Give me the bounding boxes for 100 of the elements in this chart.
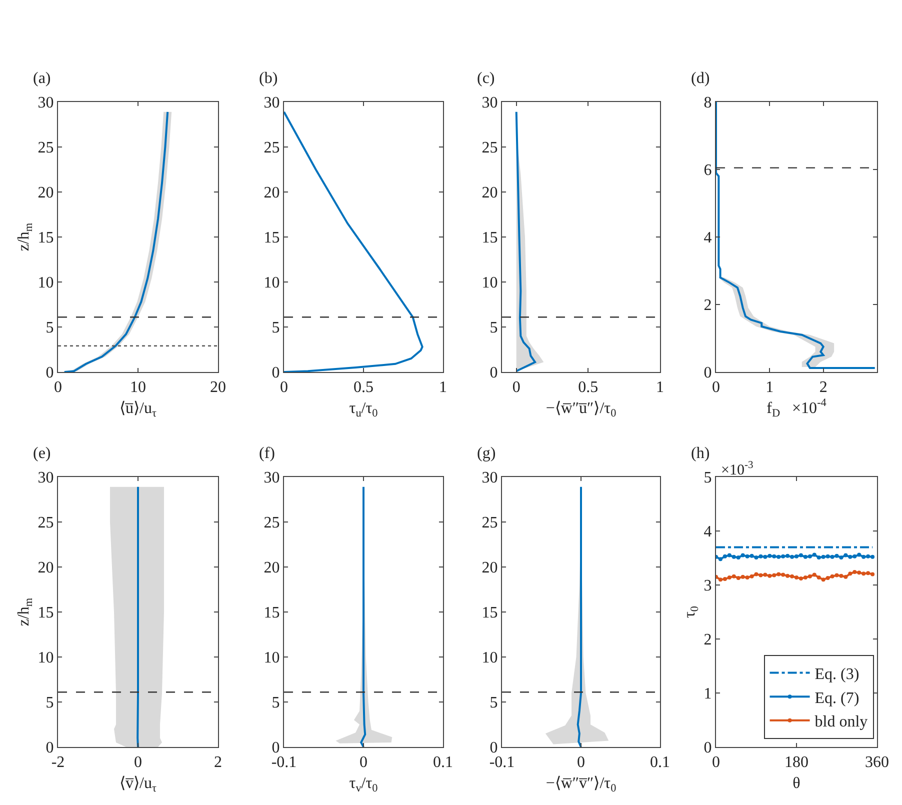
point <box>834 573 839 578</box>
point <box>722 554 727 558</box>
y-tick-label: 20 <box>264 560 280 577</box>
y-tick-label: 2 <box>704 632 712 649</box>
y-tick-label: 2 <box>704 297 712 314</box>
point <box>852 554 857 558</box>
line-series <box>716 102 876 369</box>
y-tick-label: 10 <box>38 650 54 667</box>
y-tick-label: 8 <box>704 94 712 112</box>
point <box>763 572 768 577</box>
point <box>866 571 870 576</box>
annotation: ×10$^{-3}$ <box>721 460 754 478</box>
point <box>763 554 768 559</box>
point <box>830 554 834 559</box>
chart-title: (c) <box>477 70 495 87</box>
point <box>745 554 750 558</box>
point <box>848 554 852 559</box>
point <box>718 578 722 582</box>
point <box>844 553 848 558</box>
point <box>776 572 781 576</box>
x-tick-label: 2 <box>819 379 828 396</box>
point <box>857 570 862 575</box>
y-tick-label: 5 <box>490 694 498 712</box>
point <box>718 557 722 562</box>
x-axis-title: f$_{D}$ ×10$^{-4}$ <box>766 397 827 420</box>
y-tick-label: 25 <box>264 140 280 157</box>
y-tick-label: 30 <box>264 94 280 112</box>
x-tick-label: 0.5 <box>354 379 374 396</box>
point <box>745 575 750 580</box>
y-tick-label: 0 <box>46 740 54 757</box>
x-tick-label: 0 <box>360 754 368 772</box>
point <box>772 573 776 578</box>
x-tick-label: 360 <box>865 754 889 772</box>
line-series <box>360 486 366 747</box>
y-tick-label: 10 <box>264 650 280 667</box>
point <box>722 577 727 582</box>
point <box>781 572 786 577</box>
point <box>776 554 781 559</box>
y-tick-label: 1 <box>704 686 712 703</box>
point <box>821 554 826 559</box>
x-tick-label: -0.1 <box>489 754 515 772</box>
line-series <box>515 110 536 372</box>
point <box>750 574 754 578</box>
y-tick-label: 6 <box>704 162 712 180</box>
point <box>794 554 798 558</box>
x-axis-title: τ$_{u}$/τ$_{0}$ <box>349 400 378 420</box>
y-tick-label: 0 <box>704 740 712 757</box>
y-tick-label: 30 <box>264 470 280 487</box>
x-tick-label: -0.1 <box>271 754 297 772</box>
x-axis-title: −⟨w̅″u̅″⟩/τ$_{0}$ <box>546 400 617 420</box>
legend-label: bld only <box>814 714 868 731</box>
point <box>794 575 798 580</box>
y-tick-label: 15 <box>38 604 54 622</box>
y-tick-label: 0 <box>272 364 280 382</box>
point <box>732 574 736 578</box>
y-tick-label: 5 <box>272 320 280 337</box>
y-tick-label: 5 <box>46 694 54 712</box>
y-tick-label: 5 <box>272 694 280 712</box>
y-tick-label: 15 <box>264 604 280 622</box>
y-tick-label: 15 <box>482 230 498 247</box>
point <box>736 576 740 580</box>
line-series <box>576 486 582 747</box>
point <box>740 574 745 579</box>
x-tick-label: 180 <box>784 754 808 772</box>
chart-title: (b) <box>259 70 278 87</box>
point <box>798 576 803 581</box>
y-tick-label: 20 <box>264 184 280 202</box>
point <box>812 552 816 557</box>
chart-title: (e) <box>33 445 51 462</box>
x-tick-label: 0 <box>134 754 142 772</box>
point <box>857 552 862 557</box>
x-tick-label: 0 <box>512 379 520 396</box>
x-tick-label: 1 <box>656 379 664 396</box>
point <box>758 554 763 558</box>
y-tick-label: 4 <box>704 524 712 541</box>
point <box>732 554 736 559</box>
chart-title: (a) <box>33 70 51 87</box>
y-tick-label: 15 <box>38 230 54 247</box>
point <box>826 576 830 580</box>
point <box>866 554 870 558</box>
point <box>727 575 732 580</box>
point <box>808 554 812 558</box>
y-tick-label: 0 <box>490 740 498 757</box>
chart-title: (h) <box>691 445 710 462</box>
y-tick-label: 10 <box>38 274 54 292</box>
point <box>844 574 848 579</box>
x-axis-title: ⟨u̅⟩/u$_{τ}$ <box>120 400 157 420</box>
x-tick-label: 0 <box>577 754 585 772</box>
x-tick-label: 10 <box>130 379 146 396</box>
x-tick-label: 20 <box>210 379 226 396</box>
y-tick-label: 5 <box>490 320 498 337</box>
point <box>830 574 834 578</box>
y-tick-label: 20 <box>482 560 498 577</box>
x-tick-label: 2 <box>214 754 222 772</box>
point <box>839 555 844 560</box>
y-tick-label: 5 <box>46 320 54 337</box>
point <box>870 572 875 576</box>
y-tick-label: 10 <box>482 274 498 292</box>
y-tick-label: 25 <box>264 514 280 532</box>
x-axis-title: τ$_{v}$/τ$_{0}$ <box>349 774 378 794</box>
